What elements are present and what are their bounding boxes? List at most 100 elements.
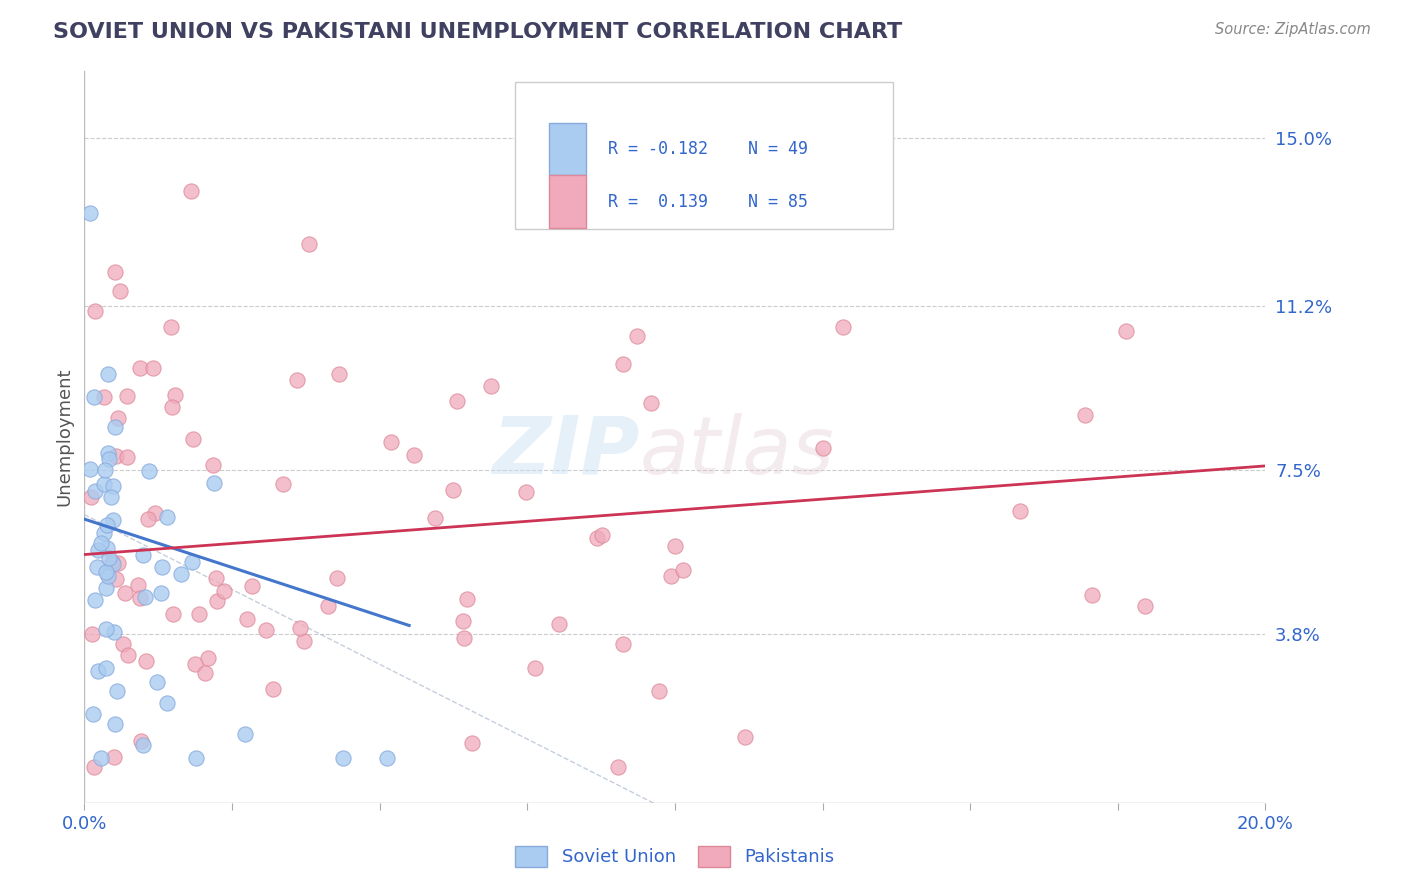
Point <box>115 389 138 403</box>
Point <box>606 760 628 774</box>
Point <box>97 446 120 460</box>
Point <box>156 509 179 524</box>
Point <box>402 448 425 462</box>
Point <box>105 449 128 463</box>
Point <box>1074 408 1097 422</box>
FancyBboxPatch shape <box>516 82 893 228</box>
Text: R = -0.182    N = 49: R = -0.182 N = 49 <box>607 140 807 158</box>
Point <box>94 463 117 477</box>
Point <box>285 373 308 387</box>
Point <box>150 586 173 600</box>
Point <box>104 419 127 434</box>
Point <box>640 396 662 410</box>
Point <box>479 378 502 392</box>
Point <box>90 536 112 550</box>
Point <box>298 237 321 252</box>
Point <box>612 357 634 371</box>
Point <box>127 577 149 591</box>
Point <box>142 360 165 375</box>
Point <box>79 206 101 220</box>
Point <box>143 506 166 520</box>
Point <box>117 648 139 663</box>
Point <box>181 555 204 569</box>
Point <box>451 614 474 628</box>
Point <box>326 571 349 585</box>
Point <box>254 623 277 637</box>
Point <box>104 717 127 731</box>
Point <box>648 684 671 698</box>
Point <box>201 458 224 472</box>
Point <box>94 565 117 579</box>
Point <box>197 650 219 665</box>
Point <box>271 477 294 491</box>
Point <box>212 583 235 598</box>
Point <box>135 653 157 667</box>
Point <box>612 638 634 652</box>
Point <box>626 329 648 343</box>
Point <box>105 684 128 698</box>
Point <box>114 586 136 600</box>
Point <box>138 464 160 478</box>
Point <box>134 590 156 604</box>
Point <box>96 368 118 382</box>
Point <box>101 557 124 571</box>
Point <box>87 542 110 557</box>
Point <box>80 490 103 504</box>
Point <box>97 551 120 566</box>
Point <box>136 512 159 526</box>
Point <box>82 707 104 722</box>
Legend: Soviet Union, Pakistanis: Soviet Union, Pakistanis <box>515 847 835 867</box>
Point <box>585 532 607 546</box>
Point <box>672 562 695 576</box>
Point <box>90 751 112 765</box>
Point <box>98 451 121 466</box>
Point <box>160 401 183 415</box>
Point <box>132 739 155 753</box>
Point <box>86 559 108 574</box>
Point <box>163 387 186 401</box>
Point <box>1115 324 1137 338</box>
Point <box>111 637 134 651</box>
Point <box>380 435 402 450</box>
Point <box>96 518 118 533</box>
Text: R =  0.139    N = 85: R = 0.139 N = 85 <box>607 193 807 211</box>
Text: SOVIET UNION VS PAKISTANI UNEMPLOYMENT CORRELATION CHART: SOVIET UNION VS PAKISTANI UNEMPLOYMENT C… <box>53 22 903 42</box>
Point <box>664 540 686 554</box>
Point <box>233 727 256 741</box>
Point <box>813 441 835 455</box>
Point <box>456 591 478 606</box>
Point <box>423 510 446 524</box>
Point <box>83 390 105 404</box>
Point <box>107 556 129 570</box>
Point <box>591 528 613 542</box>
Point <box>79 462 101 476</box>
Point <box>460 736 482 750</box>
Point <box>523 661 546 675</box>
Text: atlas: atlas <box>640 413 834 491</box>
Point <box>294 634 316 648</box>
Point <box>181 433 204 447</box>
Point <box>132 549 155 563</box>
Point <box>93 477 115 491</box>
Point <box>160 320 183 334</box>
Point <box>240 579 263 593</box>
Y-axis label: Unemployment: Unemployment <box>55 368 73 507</box>
Point <box>94 581 117 595</box>
Point <box>202 476 225 491</box>
Point <box>93 525 115 540</box>
Point <box>262 682 284 697</box>
Point <box>104 265 127 279</box>
Point <box>236 612 259 626</box>
Point <box>515 485 537 500</box>
Point <box>446 393 468 408</box>
Point <box>734 730 756 744</box>
Point <box>187 607 209 621</box>
Bar <box>548 175 586 227</box>
Point <box>1133 599 1156 613</box>
Point <box>375 751 398 765</box>
Point <box>170 566 193 581</box>
Point <box>93 390 115 404</box>
Point <box>156 696 179 710</box>
Point <box>328 367 350 381</box>
Point <box>184 657 207 672</box>
